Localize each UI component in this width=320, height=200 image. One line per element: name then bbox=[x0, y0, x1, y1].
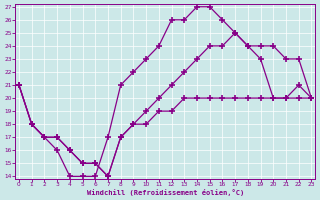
X-axis label: Windchill (Refroidissement éolien,°C): Windchill (Refroidissement éolien,°C) bbox=[87, 189, 244, 196]
